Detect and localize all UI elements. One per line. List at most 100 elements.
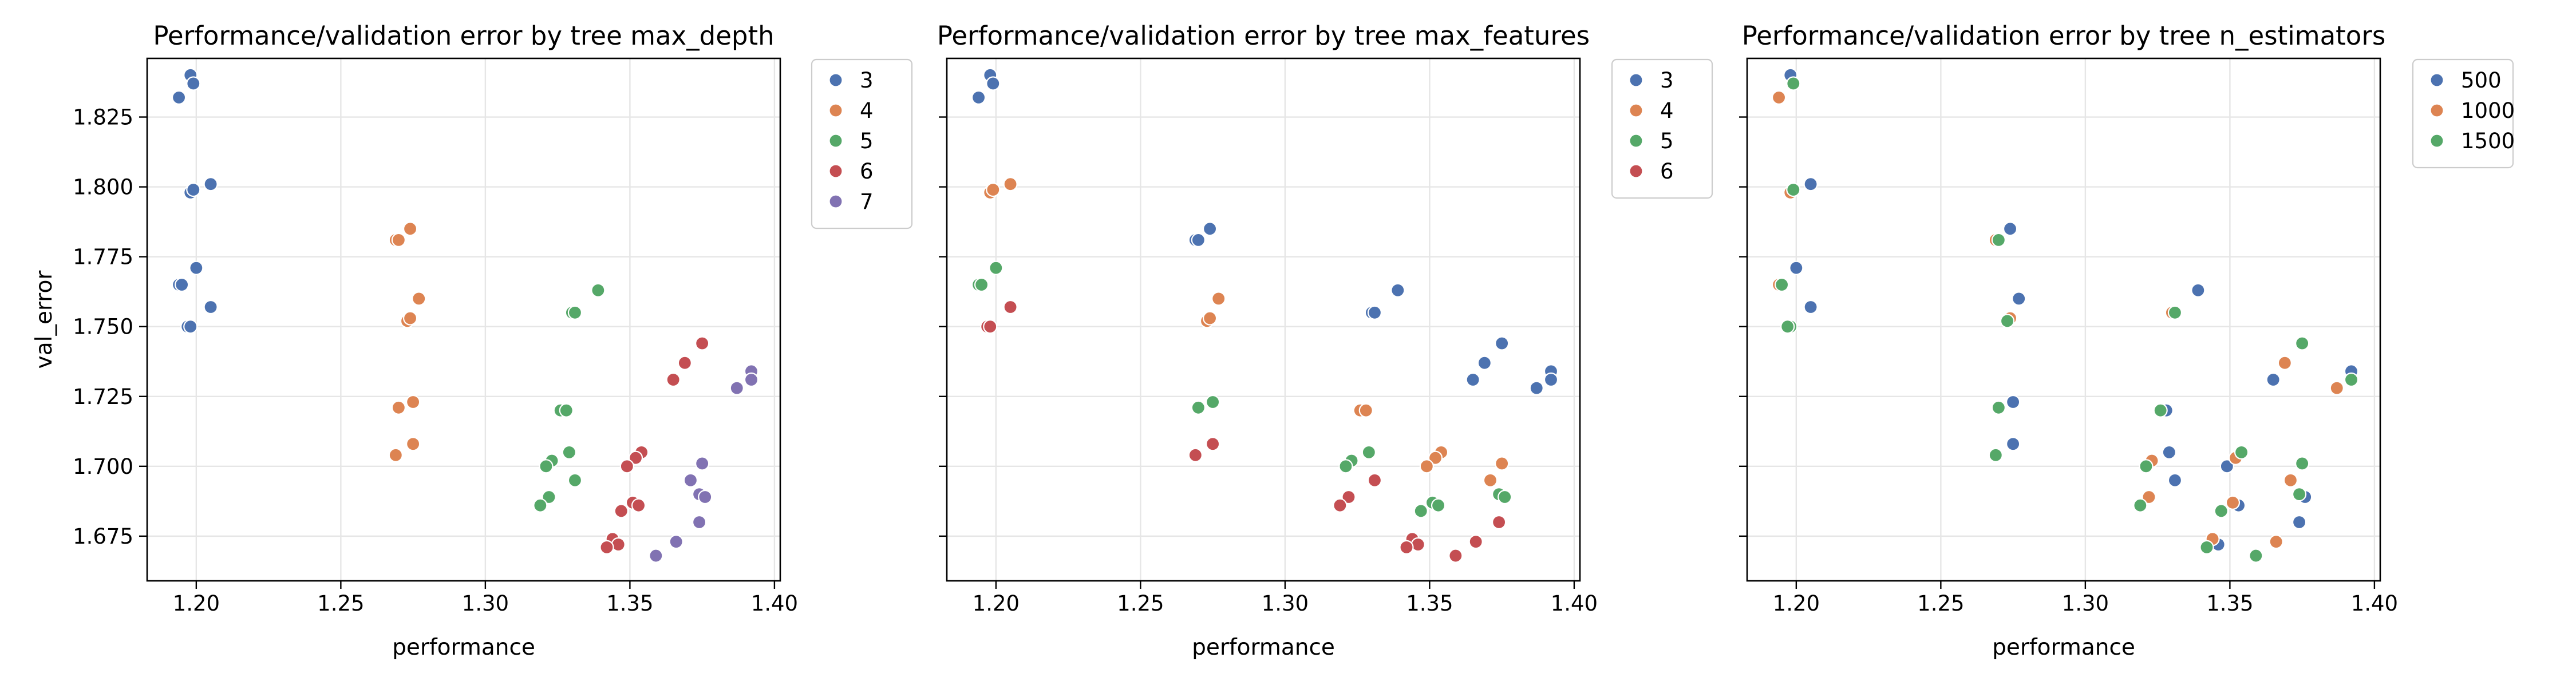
legend-marker bbox=[1629, 73, 1643, 88]
data-point bbox=[2167, 305, 2183, 320]
data-point bbox=[186, 76, 201, 91]
data-point bbox=[2225, 495, 2241, 510]
x-tick-label: 1.40 bbox=[751, 591, 798, 616]
data-point bbox=[1333, 498, 1348, 513]
data-point bbox=[695, 456, 710, 471]
legend-marker bbox=[828, 164, 843, 179]
x-axis-label: performance bbox=[1192, 635, 1335, 660]
legend-label: 4 bbox=[1660, 98, 1674, 123]
data-point bbox=[1188, 448, 1203, 462]
legend-label: 7 bbox=[860, 189, 874, 214]
data-point bbox=[203, 177, 218, 192]
data-point bbox=[1786, 76, 1801, 91]
x-axis-label: performance bbox=[392, 635, 535, 660]
data-point bbox=[1211, 291, 1226, 306]
data-point bbox=[542, 489, 556, 505]
data-point bbox=[2214, 504, 2229, 518]
data-point bbox=[1529, 381, 1544, 395]
data-point bbox=[2006, 394, 2021, 410]
x-tick-label: 1.35 bbox=[1406, 591, 1453, 616]
data-point bbox=[1483, 473, 1498, 488]
data-point bbox=[559, 403, 574, 418]
data-point bbox=[1003, 299, 1018, 315]
data-point bbox=[619, 459, 634, 474]
data-point bbox=[628, 450, 643, 465]
data-point bbox=[1803, 177, 1818, 192]
data-point bbox=[406, 394, 421, 410]
legend-label: 6 bbox=[1660, 159, 1674, 184]
x-tick-label: 1.30 bbox=[2062, 591, 2109, 616]
x-tick-label: 1.25 bbox=[1117, 591, 1164, 616]
data-point bbox=[683, 473, 698, 488]
legend-marker bbox=[828, 194, 843, 209]
x-tick-label: 1.30 bbox=[1262, 591, 1309, 616]
data-point bbox=[1202, 311, 1218, 326]
data-point bbox=[1448, 548, 1463, 563]
data-point bbox=[2219, 459, 2234, 474]
data-point bbox=[2000, 314, 2015, 328]
data-point bbox=[406, 437, 421, 452]
data-point bbox=[388, 448, 403, 462]
data-point bbox=[2234, 445, 2249, 460]
legend-marker bbox=[2429, 73, 2444, 88]
data-point bbox=[171, 90, 187, 105]
data-point bbox=[1991, 400, 2006, 415]
data-point bbox=[189, 260, 204, 275]
data-point bbox=[391, 400, 406, 415]
legend-marker bbox=[1629, 133, 1643, 148]
chart-panel-3: 1.20 1.25 1.30 1.35 1.40 Performance/validati… bbox=[1739, 21, 2515, 660]
legend-marker bbox=[828, 103, 843, 118]
y-tick-label: 1.800 bbox=[73, 175, 133, 200]
data-point bbox=[591, 283, 606, 298]
data-point bbox=[2295, 456, 2310, 471]
data-point bbox=[2006, 437, 2021, 452]
data-point bbox=[1498, 489, 1512, 505]
data-point bbox=[567, 305, 583, 320]
data-point bbox=[2329, 381, 2344, 395]
x-tick-label: 1.20 bbox=[1773, 591, 1820, 616]
data-point bbox=[692, 514, 707, 530]
legend-label: 3 bbox=[1660, 68, 1674, 93]
data-point bbox=[649, 548, 663, 563]
data-point bbox=[186, 182, 201, 197]
y-tick-label: 1.700 bbox=[73, 454, 133, 479]
data-point bbox=[2162, 445, 2176, 460]
data-point bbox=[1543, 372, 1559, 387]
chart-title: Performance/validation error by tree max… bbox=[937, 21, 1590, 51]
data-point bbox=[695, 336, 710, 351]
data-point bbox=[1206, 394, 1220, 410]
plot-frame bbox=[946, 57, 1581, 582]
data-point bbox=[631, 498, 646, 513]
legend-label: 5 bbox=[1660, 129, 1674, 153]
chart-title: Performance/validation error by tree n_e… bbox=[1742, 21, 2386, 51]
data-point bbox=[971, 90, 986, 105]
y-tick-label: 1.675 bbox=[73, 524, 133, 549]
legend-label: 500 bbox=[2461, 68, 2502, 93]
data-point bbox=[533, 498, 548, 513]
data-point bbox=[974, 277, 989, 292]
legend-marker bbox=[828, 73, 843, 88]
data-point bbox=[2142, 489, 2156, 505]
data-point bbox=[2002, 221, 2018, 236]
x-tick-label: 1.25 bbox=[1917, 591, 1964, 616]
data-point bbox=[402, 311, 418, 326]
data-point bbox=[1003, 177, 1018, 192]
data-point bbox=[1465, 372, 1480, 387]
legend-marker bbox=[1629, 164, 1643, 179]
data-point bbox=[1419, 459, 1434, 474]
plot-frame bbox=[1746, 57, 2381, 582]
data-point bbox=[183, 319, 198, 334]
data-point bbox=[1358, 403, 1373, 418]
x-tick-label: 1.35 bbox=[2206, 591, 2253, 616]
x-tick-label: 1.40 bbox=[1551, 591, 1598, 616]
data-point bbox=[986, 76, 1001, 91]
y-tick-label: 1.775 bbox=[73, 245, 133, 270]
data-point bbox=[2283, 473, 2298, 488]
data-point bbox=[2012, 291, 2026, 306]
data-point bbox=[1367, 473, 1382, 488]
data-point bbox=[391, 232, 406, 247]
data-point bbox=[2167, 473, 2183, 488]
legend: 500 1000 1500 bbox=[2412, 58, 2515, 169]
data-point bbox=[2199, 540, 2214, 555]
